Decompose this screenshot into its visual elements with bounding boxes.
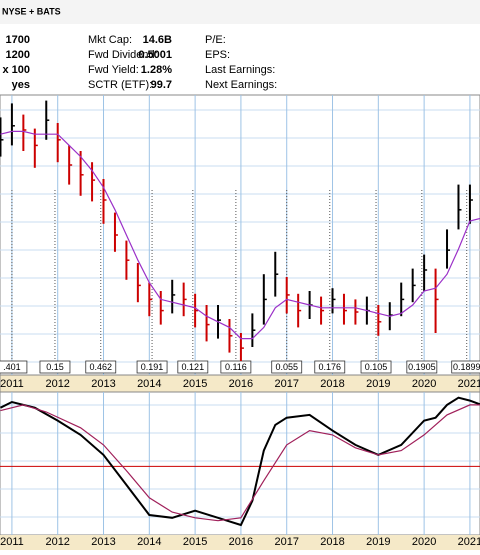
x-tick-label: 2012 — [45, 378, 69, 390]
x-tick-label: 2013 — [91, 536, 115, 548]
dividend-label: 0.121 — [182, 362, 205, 372]
exchange: NYSE + BATS — [2, 6, 61, 16]
x-tick-label: 2015 — [183, 536, 207, 548]
oscillator-panel — [0, 392, 480, 535]
x-tick-label: 2011 — [0, 378, 24, 390]
x-tick-label: 2021 — [458, 536, 480, 548]
dividend-label: .401 — [3, 362, 21, 372]
x-tick-label: 2020 — [412, 536, 436, 548]
header-label: SCTR (ETF): — [88, 79, 152, 91]
header-label: Last Earnings: — [205, 64, 275, 76]
x-tick-label: 2019 — [366, 536, 390, 548]
header-left-value: yes — [12, 79, 30, 91]
dividend-label: 0.176 — [319, 362, 342, 372]
header-label: Mkt Cap: — [88, 34, 132, 46]
header-value: 99.7 — [151, 79, 172, 91]
x-tick-label: 2017 — [274, 536, 298, 548]
x-tick-label: 2020 — [412, 378, 436, 390]
x-tick-label: 2015 — [183, 378, 207, 390]
dividend-label: 0.15 — [46, 362, 64, 372]
dividend-label: 0.116 — [225, 362, 247, 372]
x-tick-label: 2018 — [320, 536, 344, 548]
x-tick-label: 2017 — [274, 378, 298, 390]
x-tick-label: 2016 — [229, 536, 253, 548]
header-label: Next Earnings: — [205, 79, 277, 91]
header-left-value: 1200 — [6, 49, 30, 61]
dividend-label: 0.055 — [275, 362, 298, 372]
x-tick-label: 2013 — [91, 378, 115, 390]
header-band — [0, 0, 480, 24]
header-left-value: 1700 — [6, 34, 30, 46]
x-tick-label: 2016 — [229, 378, 253, 390]
x-tick-label: 2011 — [0, 536, 24, 548]
dividend-label: 0.105 — [365, 362, 388, 372]
header-label: P/E: — [205, 34, 226, 46]
dividend-label: 0.191 — [141, 362, 164, 372]
x-tick-label: 2012 — [45, 536, 69, 548]
x-tick-label: 2018 — [320, 378, 344, 390]
x-tick-label: 2014 — [137, 378, 161, 390]
header-value: 0.5001 — [138, 49, 172, 61]
header-value: 1.28% — [141, 64, 172, 76]
header-label: EPS: — [205, 49, 230, 61]
x-tick-label: 2021 — [458, 378, 480, 390]
dividend-label: 0.1899 — [453, 362, 480, 372]
x-tick-label: 2014 — [137, 536, 161, 548]
header-label: Fwd Yield: — [88, 64, 139, 76]
dividend-label: 0.462 — [89, 362, 112, 372]
header-value: 14.6B — [143, 34, 172, 46]
x-tick-label: 2019 — [366, 378, 390, 390]
dividend-label: 0.1905 — [408, 362, 436, 372]
header-left-value: x 100 — [2, 64, 30, 76]
